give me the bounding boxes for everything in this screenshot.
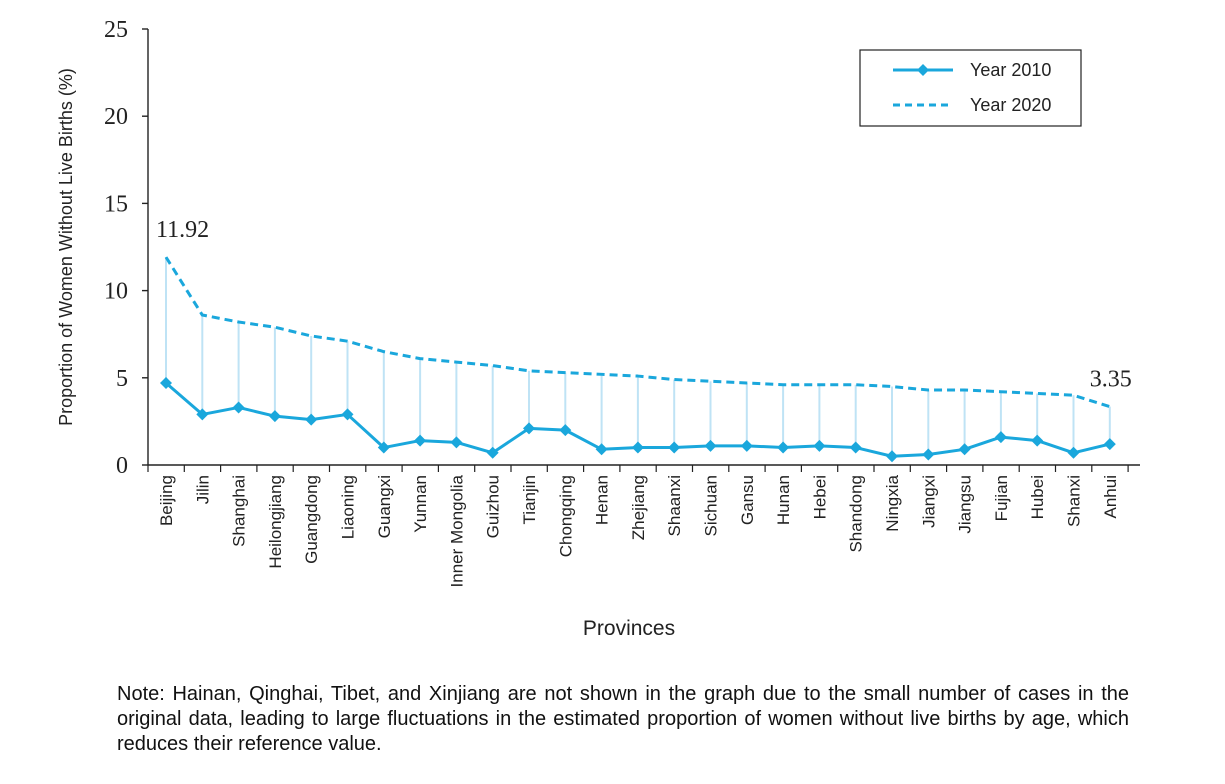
series-line-2020 bbox=[164, 256, 1111, 409]
data-point-2010 bbox=[486, 446, 499, 459]
x-tick-label: Tianjin bbox=[520, 475, 539, 524]
y-axis-title: Proportion of Women Without Live Births … bbox=[56, 68, 76, 426]
x-axis-ticks: Beijing Jilin Shanghai Heilongjiang Guangdon… bbox=[147, 465, 1129, 587]
data-point-2010 bbox=[523, 422, 535, 435]
x-tick-label: Shanxi bbox=[1065, 475, 1084, 527]
data-point-2010 bbox=[305, 413, 318, 426]
x-tick-label: Jiangxi bbox=[919, 475, 938, 528]
x-tick-label: Hubei bbox=[1028, 475, 1047, 519]
legend: Year 2010 Year 2020 bbox=[859, 49, 1082, 127]
x-tick-label: Zhejiang bbox=[629, 475, 648, 540]
data-point-2010 bbox=[922, 448, 935, 461]
x-tick-label: Inner Mongolia bbox=[447, 474, 466, 587]
x-tick-label: Shandong bbox=[847, 475, 866, 553]
y-tick-label: 25 bbox=[104, 17, 128, 43]
data-point-2010 bbox=[196, 408, 209, 421]
x-tick-label: Anhui bbox=[1101, 475, 1120, 518]
x-tick-label: Guizhou bbox=[484, 475, 503, 538]
data-point-2010 bbox=[268, 410, 281, 423]
y-tick-label: 10 bbox=[104, 279, 128, 305]
data-point-2010 bbox=[595, 443, 608, 456]
series-markers bbox=[160, 377, 1116, 463]
data-point-2010 bbox=[994, 431, 1007, 444]
y-axis-ticks: 0 5 10 15 20 25 bbox=[104, 17, 148, 479]
x-tick-label: Chongqing bbox=[556, 475, 575, 557]
data-point-2010 bbox=[341, 408, 354, 421]
data-point-2010 bbox=[414, 434, 427, 447]
footnote: Note: Hainan, Qinghai, Tibet, and Xinjia… bbox=[117, 683, 1129, 755]
data-point-2010 bbox=[886, 450, 898, 463]
data-point-2010 bbox=[559, 424, 572, 437]
data-point-2010 bbox=[849, 441, 862, 454]
data-point-2010 bbox=[232, 401, 245, 414]
y-tick-label: 0 bbox=[116, 453, 128, 479]
x-tick-label: Gansu bbox=[738, 475, 757, 525]
x-tick-label: Guangxi bbox=[375, 475, 394, 538]
x-tick-label: Ningxia bbox=[883, 474, 902, 531]
data-point-2010 bbox=[704, 439, 717, 452]
x-tick-label: Shaanxi bbox=[665, 475, 684, 536]
legend-label-2020: Year 2020 bbox=[970, 95, 1051, 115]
x-tick-label: Guangdong bbox=[302, 475, 321, 564]
data-label: 11.92 bbox=[156, 217, 209, 243]
y-tick-label: 15 bbox=[104, 191, 128, 217]
legend-label-2010: Year 2010 bbox=[970, 60, 1051, 80]
y-tick-label: 20 bbox=[104, 104, 128, 130]
y-tick-label: 5 bbox=[116, 366, 128, 392]
data-point-2010 bbox=[377, 441, 390, 454]
data-annotations: 11.92 3.35 bbox=[156, 217, 1132, 392]
data-point-2010 bbox=[958, 443, 971, 456]
x-tick-label: Sichuan bbox=[702, 475, 721, 536]
axes bbox=[147, 29, 1140, 466]
x-tick-label: Liaoning bbox=[339, 475, 358, 539]
x-tick-label: Hunan bbox=[774, 475, 793, 525]
x-tick-label: Shanghai bbox=[230, 475, 249, 547]
legend-marker-2010 bbox=[917, 64, 929, 76]
x-tick-label: Jiangsu bbox=[956, 475, 975, 534]
x-axis-title: Provinces bbox=[583, 617, 675, 640]
data-point-2010 bbox=[631, 441, 644, 454]
data-point-2010 bbox=[813, 439, 826, 452]
x-tick-label: Henan bbox=[593, 475, 612, 525]
x-tick-label: Yunnan bbox=[411, 475, 430, 533]
data-point-2010 bbox=[160, 377, 172, 390]
legend-box bbox=[859, 49, 1082, 127]
data-point-2010 bbox=[450, 436, 463, 449]
data-point-2010 bbox=[1031, 434, 1044, 447]
data-point-2010 bbox=[1103, 438, 1116, 451]
x-tick-label: Hebei bbox=[810, 475, 829, 519]
line-chart: 0 5 10 15 20 25 Beijing Jilin Shanghai Heilongji… bbox=[56, 17, 1140, 640]
x-tick-label: Jilin bbox=[193, 475, 212, 504]
data-point-2010 bbox=[668, 441, 681, 454]
connector-lines bbox=[165, 257, 1111, 457]
data-point-2010 bbox=[1067, 446, 1080, 459]
data-point-2010 bbox=[740, 439, 753, 452]
x-tick-label: Heilongjiang bbox=[266, 475, 285, 569]
x-tick-label: Beijing bbox=[157, 475, 176, 526]
x-tick-label: Fujian bbox=[992, 475, 1011, 521]
data-point-2010 bbox=[777, 441, 790, 454]
data-label: 3.35 bbox=[1090, 367, 1132, 393]
